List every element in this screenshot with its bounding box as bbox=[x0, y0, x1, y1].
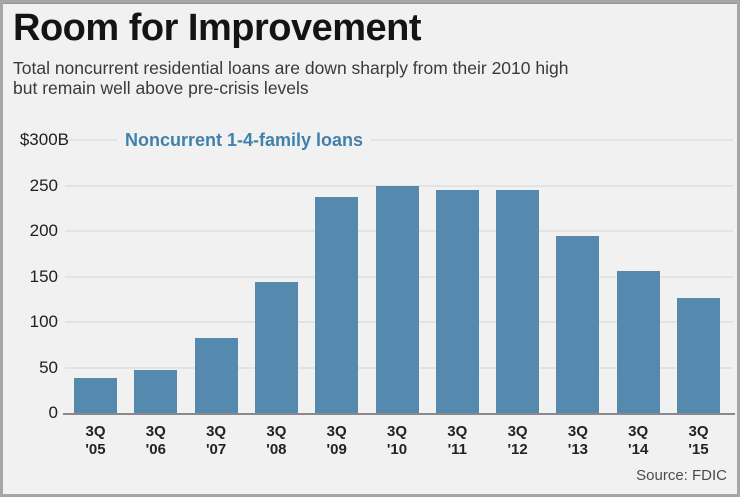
gridline bbox=[65, 139, 733, 141]
y-axis-label: $300B bbox=[19, 130, 69, 149]
x-axis-label: 3Q '14 bbox=[628, 423, 649, 458]
x-axis-label: 3Q '05 bbox=[85, 423, 106, 458]
x-axis-label: 3Q '07 bbox=[205, 423, 227, 458]
x-axis-label: 3Q '06 bbox=[145, 423, 166, 458]
bar bbox=[194, 338, 238, 413]
chart-subtitle: Total noncurrent residential loans are d… bbox=[13, 58, 568, 98]
x-axis-label: 3Q '12 bbox=[507, 423, 528, 458]
x-axis-label: 3Q '10 bbox=[386, 423, 408, 458]
bar bbox=[677, 298, 720, 413]
bar bbox=[74, 377, 117, 413]
source-credit: Source: FDIC bbox=[636, 467, 727, 484]
y-axis-label: 0 bbox=[48, 403, 58, 422]
x-axis-label: 3Q '11 bbox=[447, 423, 468, 458]
page-title: Room for Improvement bbox=[13, 7, 422, 49]
subtitle-line-2: but remain well above pre-crisis levels bbox=[13, 78, 309, 98]
bar bbox=[254, 281, 298, 413]
x-axis-label: 3Q '09 bbox=[326, 423, 347, 458]
x-axis-label: 3Q '13 bbox=[567, 423, 589, 458]
bar bbox=[556, 235, 600, 413]
legend-label: Noncurrent 1-4-family loans bbox=[117, 130, 372, 151]
bar bbox=[375, 185, 419, 413]
bar bbox=[435, 190, 479, 413]
x-axis-line bbox=[63, 413, 735, 415]
bar bbox=[315, 197, 359, 413]
x-axis-label: 3Q '15 bbox=[688, 423, 709, 458]
y-axis-label: 150 bbox=[29, 266, 58, 286]
y-axis-label: 100 bbox=[29, 312, 58, 331]
bar bbox=[616, 271, 660, 413]
y-axis-label: 250 bbox=[29, 175, 58, 195]
bar bbox=[134, 370, 178, 413]
bar bbox=[496, 190, 540, 413]
y-axis-label: 50 bbox=[39, 357, 58, 377]
x-axis-label: 3Q '08 bbox=[266, 423, 287, 458]
y-axis-label: 200 bbox=[29, 221, 58, 240]
subtitle-line-1: Total noncurrent residential loans are d… bbox=[13, 58, 569, 78]
